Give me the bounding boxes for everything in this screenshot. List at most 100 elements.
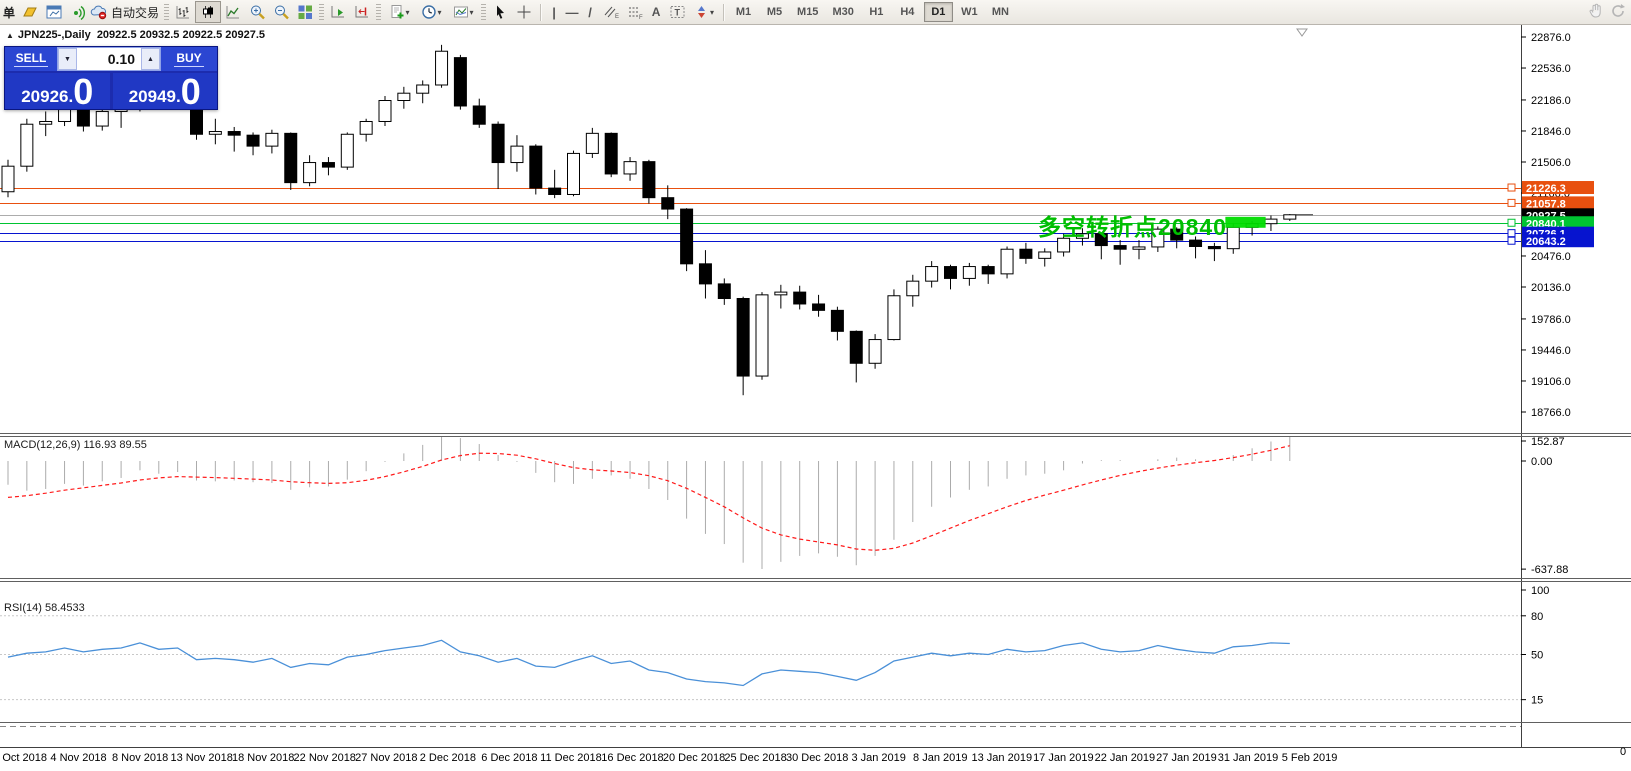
buy-quote[interactable]: 20949. 0 — [112, 73, 217, 110]
tf-button-M5[interactable]: M5 — [766, 6, 783, 18]
tf-button-D1[interactable]: D1 — [923, 2, 953, 22]
date-label: 4 Nov 2018 — [50, 752, 106, 764]
candle-body — [548, 187, 562, 195]
candle-body — [95, 110, 109, 127]
text-tool-button[interactable]: A — [651, 5, 661, 19]
chevron-down-icon: ▾ — [469, 7, 474, 17]
periods-button[interactable]: ▾ — [415, 2, 447, 22]
candle-body — [435, 50, 449, 86]
autotrade-button[interactable]: 自动交易 — [90, 2, 162, 22]
candle — [962, 262, 976, 286]
candle-body — [491, 123, 505, 164]
chevron-down-icon: ▾ — [405, 7, 410, 17]
text-label-tool-button[interactable]: T — [665, 2, 689, 22]
zoom-in-button[interactable] — [245, 2, 269, 22]
candle-body — [284, 132, 298, 184]
candle-body — [774, 291, 788, 296]
channel-tool-button[interactable]: E — [599, 2, 623, 22]
scale-zero-label: 0 — [1620, 746, 1626, 758]
refresh-icon[interactable] — [1609, 2, 1627, 20]
new-order-button[interactable]: 单 — [3, 5, 16, 20]
buy-button[interactable]: BUY — [161, 47, 217, 71]
candle — [812, 294, 826, 317]
templates-button[interactable]: ▾ — [447, 2, 479, 22]
macd-indicator-label: MACD(12,26,9) 116.93 89.55 — [4, 439, 147, 451]
sell-price-dot: . — [68, 87, 74, 106]
chevron-down-icon: ▾ — [437, 7, 442, 17]
candle-body — [359, 120, 373, 135]
candle-body — [303, 162, 317, 184]
cursor-tool-button[interactable] — [488, 2, 512, 22]
horizontal-line-tool-button[interactable]: — — [565, 4, 579, 20]
rsi-scale-label: 15 — [1531, 695, 1543, 707]
chart-shift-button[interactable] — [350, 2, 374, 22]
fibonacci-tool-button[interactable]: F — [623, 2, 647, 22]
indicators-button[interactable]: ▾ — [383, 2, 415, 22]
arrows-tool-button[interactable]: ▾ — [689, 2, 719, 22]
candle — [642, 159, 656, 204]
vertical-line-tool-button[interactable]: | — [552, 4, 556, 20]
candle — [1283, 214, 1297, 221]
macd-signal-line — [7, 445, 1290, 551]
candle-body — [736, 297, 750, 377]
candle-body — [1170, 228, 1184, 241]
candle-body — [962, 266, 976, 279]
candle-body — [208, 131, 222, 135]
candle — [868, 334, 882, 369]
candlestick-icon — [203, 6, 214, 18]
candlestick-mode-button[interactable] — [195, 1, 222, 23]
auto-scroll-button[interactable] — [326, 2, 350, 22]
candle-body — [755, 294, 769, 377]
tile-windows-button[interactable] — [293, 2, 317, 22]
macd-scale-label: -637.88 — [1531, 564, 1568, 576]
volume-input[interactable] — [77, 48, 141, 70]
candle-body — [830, 309, 844, 332]
tf-button-M15[interactable]: M15 — [797, 6, 819, 18]
signal-waves-icon — [74, 5, 85, 20]
line-chart-mode-button[interactable] — [221, 2, 245, 22]
crosshair-tool-button[interactable] — [512, 2, 536, 22]
line-handle — [1507, 183, 1516, 192]
clock-icon — [421, 5, 436, 19]
volume-increase-button[interactable]: ▲ — [141, 48, 160, 70]
candle-body — [944, 266, 957, 279]
tf-button-MN[interactable]: MN — [991, 6, 1009, 18]
candle — [378, 95, 392, 127]
sell-button[interactable]: SELL — [5, 47, 57, 71]
candle-body — [1283, 214, 1297, 220]
candle-body — [1132, 246, 1146, 250]
add-indicator-icon — [391, 5, 404, 19]
candle-body — [20, 123, 34, 167]
signals-icon[interactable] — [66, 2, 90, 22]
tf-button-H1[interactable]: H1 — [869, 6, 884, 18]
pan-hand-icon[interactable] — [1587, 2, 1605, 20]
tf-button-W1[interactable]: W1 — [961, 6, 978, 18]
collapse-icon[interactable]: ▲ — [6, 31, 14, 40]
new-chart-icon[interactable] — [42, 2, 66, 22]
date-label: 30 Dec 2018 — [786, 752, 848, 764]
tf-button-H4[interactable]: H4 — [900, 6, 915, 18]
candle — [849, 330, 863, 383]
tf-button-M1[interactable]: M1 — [735, 6, 752, 18]
candle-body — [604, 132, 618, 175]
candle-body — [585, 132, 599, 154]
candle — [246, 132, 260, 156]
zoom-out-button[interactable] — [269, 2, 293, 22]
buy-button-label: BUY — [174, 51, 204, 67]
main-toolbar: 单 自动交易 — [0, 0, 1631, 25]
candle — [585, 127, 599, 158]
bar-chart-mode-button[interactable] — [171, 2, 195, 22]
price-tick-label: 21846.0 — [1531, 126, 1571, 138]
date-label: 11 Dec 2018 — [540, 752, 602, 764]
tf-button-M30[interactable]: M30 — [832, 6, 854, 18]
candle — [359, 118, 373, 142]
history-center-icon[interactable] — [18, 2, 42, 22]
trendline-tool-button[interactable]: / — [588, 4, 592, 20]
candle — [1151, 226, 1165, 252]
date-label: 27 Jan 2019 — [1156, 752, 1217, 764]
price-tick-label: 19106.0 — [1531, 376, 1571, 388]
sell-quote[interactable]: 20926. 0 — [5, 73, 110, 110]
volume-decrease-button[interactable]: ▼ — [58, 48, 77, 70]
